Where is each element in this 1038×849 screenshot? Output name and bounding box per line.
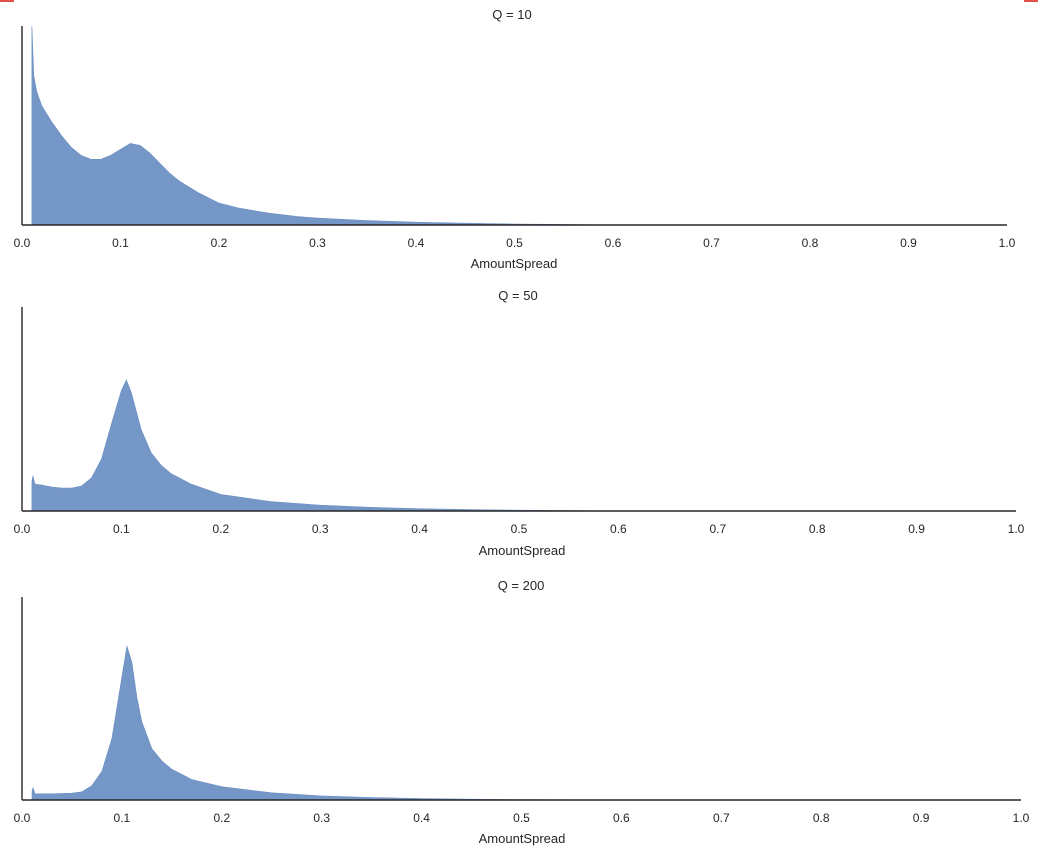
x-axis-label: AmountSpread <box>479 831 566 846</box>
x-tick-label: 0.1 <box>113 522 130 536</box>
x-tick-labels: 0.0 0.1 0.2 0.3 0.4 0.5 0.6 0.7 0.8 0.9 1.0 <box>14 522 1025 536</box>
x-tick-label: 0.5 <box>506 236 523 250</box>
x-tick-labels: 0.0 0.1 0.2 0.3 0.4 0.5 0.6 0.7 0.8 0.9 1.0 <box>14 236 1016 250</box>
panel-title: Q = 200 <box>498 578 545 593</box>
x-tick-label: 0.5 <box>511 522 528 536</box>
x-tick-label: 0.8 <box>809 522 826 536</box>
density-area-series-0 <box>31 25 614 226</box>
x-tick-label: 0.3 <box>312 522 329 536</box>
x-tick-label: 0.8 <box>813 811 830 825</box>
x-tick-label: 0.2 <box>213 811 230 825</box>
density-area-series-0 <box>31 379 619 512</box>
density-area-series-0 <box>31 645 622 801</box>
x-tick-label: 0.7 <box>709 522 726 536</box>
x-tick-label: 0.1 <box>114 811 131 825</box>
panel-title: Q = 10 <box>492 7 531 22</box>
panel-title: Q = 50 <box>498 288 537 303</box>
x-axis-label: AmountSpread <box>479 543 566 558</box>
plot-area <box>31 645 622 801</box>
x-tick-label: 0.6 <box>605 236 622 250</box>
x-tick-label: 0.0 <box>14 522 31 536</box>
x-axis-label: AmountSpread <box>471 256 558 271</box>
x-tick-label: 0.5 <box>513 811 530 825</box>
x-tick-label: 0.9 <box>900 236 917 250</box>
x-tick-label: 0.1 <box>112 236 129 250</box>
x-tick-label: 0.6 <box>610 522 627 536</box>
x-tick-labels: 0.0 0.1 0.2 0.3 0.4 0.5 0.6 0.7 0.8 0.9 1.0 <box>14 811 1030 825</box>
panel-q10: Q = 10 0.0 0.1 0.2 0.3 0.4 0.5 0.6 0.7 0.8 0.9 1.0… <box>14 7 1016 271</box>
x-tick-label: 0.2 <box>212 522 229 536</box>
x-tick-label: 0.4 <box>413 811 430 825</box>
x-tick-label: 0.0 <box>14 236 31 250</box>
x-tick-label: 1.0 <box>999 236 1016 250</box>
x-tick-label: 0.0 <box>14 811 31 825</box>
x-tick-label: 0.4 <box>408 236 425 250</box>
plot-area <box>31 379 619 512</box>
x-tick-label: 0.4 <box>411 522 428 536</box>
x-tick-label: 0.9 <box>908 522 925 536</box>
x-tick-label: 0.8 <box>802 236 819 250</box>
x-tick-label: 0.6 <box>613 811 630 825</box>
x-tick-label: 0.7 <box>713 811 730 825</box>
x-tick-label: 0.9 <box>913 811 930 825</box>
x-tick-label: 0.3 <box>313 811 330 825</box>
x-tick-label: 1.0 <box>1013 811 1030 825</box>
x-tick-label: 1.0 <box>1008 522 1025 536</box>
plot-area <box>31 25 614 226</box>
x-tick-label: 0.3 <box>309 236 326 250</box>
panel-q200: Q = 200 0.0 0.1 0.2 0.3 0.4 0.5 0.6 0.7 0.8 0.9 1.… <box>14 578 1030 846</box>
panel-q50: Q = 50 0.0 0.1 0.2 0.3 0.4 0.5 0.6 0.7 0.8 0.9 1.0… <box>14 288 1025 558</box>
x-tick-label: 0.7 <box>703 236 720 250</box>
x-tick-label: 0.2 <box>211 236 228 250</box>
